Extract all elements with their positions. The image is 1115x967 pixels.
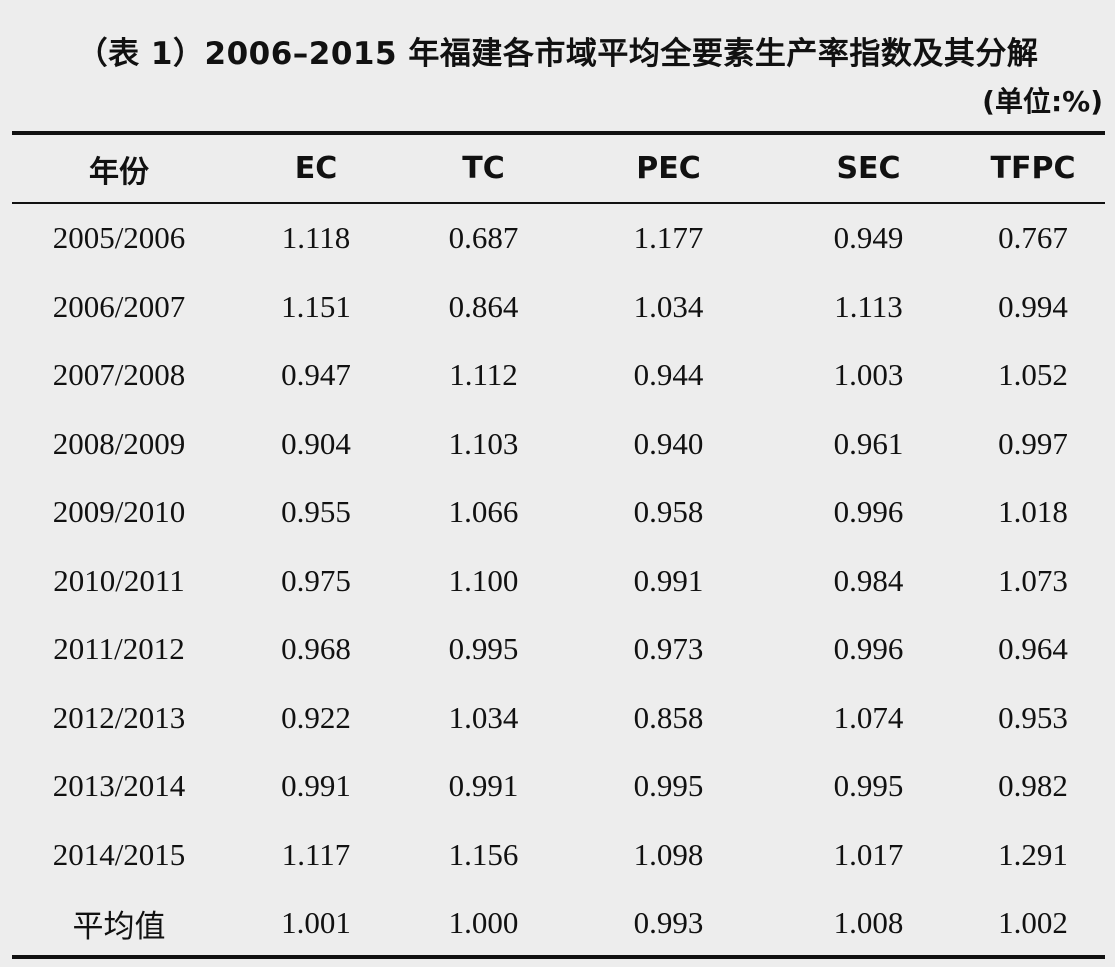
value-cell: 0.995 [633,768,704,804]
table-row: 2012/2013 0.922 1.034 0.858 1.074 0.953 [12,684,1105,753]
value-cell: 0.994 [998,288,1068,324]
value-cell: 1.177 [633,220,704,256]
value-cell: 1.112 [449,357,518,393]
table-body: 2005/2006 1.118 0.687 1.177 0.949 0.767 2006/2… [12,202,1105,958]
header-cell-tfpc: TFPC [990,151,1076,186]
row-label-cell: 2013/2014 [52,768,186,804]
value-cell: 1.052 [998,357,1068,393]
value-cell: 1.118 [281,220,351,256]
value-cell: 0.949 [833,220,904,256]
table-row: 2007/2008 0.947 1.112 0.944 1.003 1.052 [12,341,1105,410]
header-row: 年份 EC TC PEC SEC TFPC [12,135,1105,202]
header-cell-tc: TC [462,151,505,186]
table-row-average: 平均值 1.001 1.000 0.993 1.008 1.002 [12,889,1105,958]
value-cell: 0.991 [633,562,704,598]
value-cell: 0.973 [633,631,704,667]
value-cell: 0.993 [633,905,704,941]
value-cell: 0.996 [833,631,904,667]
value-cell: 0.947 [281,357,351,393]
table-row: 2005/2006 1.118 0.687 1.177 0.949 0.767 [12,204,1105,273]
value-cell: 0.996 [833,494,904,530]
value-cell: 1.103 [448,425,519,461]
value-cell: 0.944 [633,357,704,393]
value-cell: 0.955 [281,494,351,530]
value-cell: 1.100 [448,562,519,598]
data-table: 年份 EC TC PEC SEC TFPC 2005/2006 1.118 0.68… [12,135,1105,958]
table-row: 2009/2010 0.955 1.066 0.958 0.996 1.018 [12,478,1105,547]
value-cell: 0.997 [998,425,1068,461]
row-label-cell: 2009/2010 [52,494,186,530]
row-label-cell: 2010/2011 [53,562,185,598]
table-row: 2006/2007 1.151 0.864 1.034 1.113 0.994 [12,273,1105,342]
value-cell: 1.002 [998,905,1068,941]
top-rule [12,131,1105,135]
table-row: 2013/2014 0.991 0.991 0.995 0.995 0.982 [12,752,1105,821]
value-cell: 0.964 [998,631,1068,667]
row-label-cell: 2007/2008 [52,357,186,393]
table-row: 2014/2015 1.117 1.156 1.098 1.017 1.291 [12,821,1105,890]
header-cell-ec: EC [294,151,338,186]
header-rule [12,202,1105,204]
header-cell-year: 年份 [89,154,149,190]
value-cell: 1.018 [998,494,1068,530]
row-label-cell: 2006/2007 [52,288,186,324]
value-cell: 1.113 [834,288,903,324]
value-cell: 0.687 [448,220,519,256]
unit-label: (单位:%) [982,85,1103,118]
value-cell: 0.995 [833,768,904,804]
value-cell: 1.073 [998,562,1068,598]
value-cell: 1.017 [833,836,904,872]
row-label-cell: 2005/2006 [52,220,186,256]
value-cell: 1.003 [833,357,904,393]
value-cell: 0.968 [281,631,351,667]
value-cell: 0.904 [281,425,351,461]
header-cell-sec: SEC [836,151,901,186]
value-cell: 1.034 [633,288,704,324]
table-row: 2011/2012 0.968 0.995 0.973 0.996 0.964 [12,615,1105,684]
value-cell: 0.975 [281,562,351,598]
value-cell: 0.858 [633,699,704,735]
row-label-cell: 平均值 [72,908,166,944]
table-row: 2010/2011 0.975 1.100 0.991 0.984 1.073 [12,547,1105,616]
header-cell-pec: PEC [636,151,701,186]
value-cell: 1.066 [448,494,519,530]
value-cell: 1.156 [448,836,519,872]
value-cell: 1.001 [281,905,351,941]
value-cell: 1.117 [281,836,351,872]
value-cell: 1.151 [281,288,351,324]
table-title: （表 1）2006–2015 年福建各市域平均全要素生产率指数及其分解 [76,36,1039,72]
value-cell: 0.958 [633,494,704,530]
value-cell: 1.008 [833,905,904,941]
value-cell: 0.767 [998,220,1068,256]
value-cell: 0.984 [833,562,904,598]
value-cell: 0.961 [833,425,904,461]
value-cell: 0.991 [281,768,351,804]
row-label-cell: 2011/2012 [53,631,185,667]
value-cell: 0.995 [448,631,519,667]
value-cell: 1.291 [998,836,1068,872]
value-cell: 0.940 [633,425,704,461]
row-label-cell: 2014/2015 [52,836,186,872]
value-cell: 0.864 [448,288,519,324]
bottom-rule [12,955,1105,959]
value-cell: 0.982 [998,768,1068,804]
table-row: 2008/2009 0.904 1.103 0.940 0.961 0.997 [12,410,1105,479]
value-cell: 1.000 [448,905,519,941]
value-cell: 1.034 [448,699,519,735]
value-cell: 0.922 [281,699,351,735]
row-label-cell: 2012/2013 [52,699,186,735]
value-cell: 1.098 [633,836,704,872]
value-cell: 0.991 [448,768,519,804]
row-label-cell: 2008/2009 [52,425,186,461]
value-cell: 1.074 [833,699,904,735]
value-cell: 0.953 [998,699,1068,735]
